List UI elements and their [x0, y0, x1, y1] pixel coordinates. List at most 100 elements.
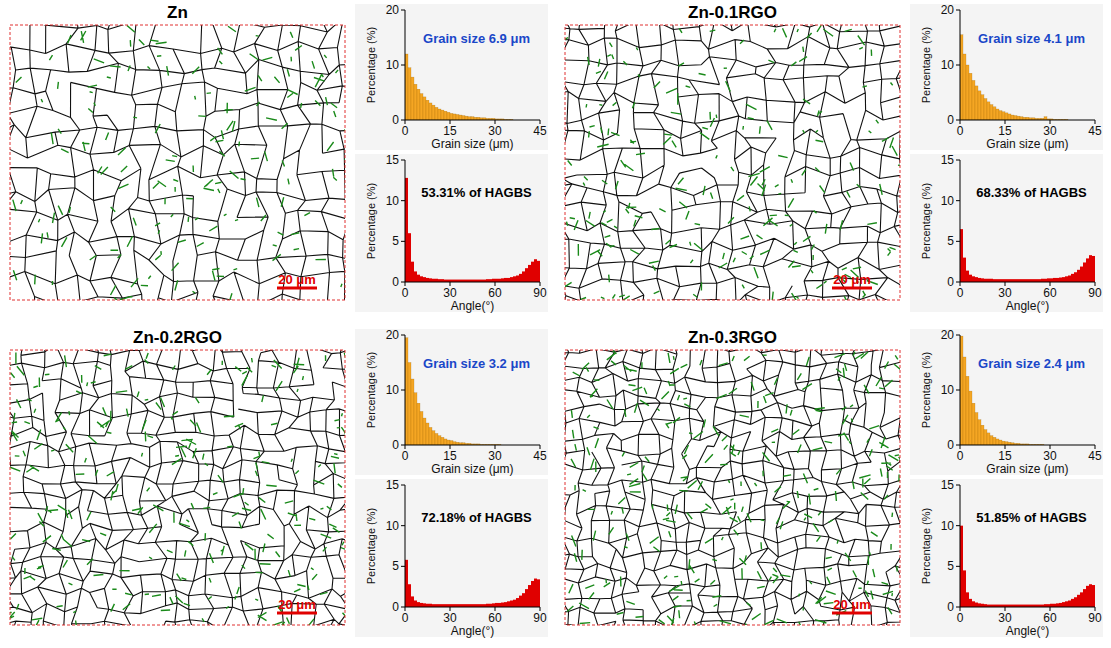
hist-bar	[981, 278, 984, 282]
x-tick-label: 45	[533, 449, 547, 463]
x-axis	[960, 445, 1095, 446]
hist-bar	[1047, 278, 1050, 282]
hist-bar	[993, 437, 996, 445]
x-tick-label: 15	[998, 124, 1012, 138]
hist-bar	[1062, 602, 1065, 607]
hist-bar	[417, 403, 420, 445]
hist-bar	[978, 278, 981, 282]
y-tick	[956, 200, 960, 201]
hist-bar	[975, 277, 978, 282]
hist-bar	[411, 77, 414, 120]
panel-title: Zn	[167, 3, 188, 22]
hist-bar	[438, 436, 441, 445]
grain-map	[10, 350, 345, 625]
x-tick-label: 0	[402, 449, 409, 463]
hist-bar	[966, 65, 969, 120]
y-tick	[956, 335, 960, 336]
y-tick-label: 10	[941, 58, 955, 72]
hist-bar	[432, 431, 435, 445]
y-axis-title: Percentage (%)	[365, 27, 377, 103]
hist-bar	[993, 107, 996, 120]
hist-bar	[513, 600, 516, 607]
y-tick	[956, 120, 960, 121]
y-tick	[956, 65, 960, 66]
y-tick-label: 10	[386, 58, 400, 72]
y-tick	[401, 241, 405, 242]
hist-bar	[969, 73, 972, 120]
hist-bar	[987, 433, 990, 445]
hist-ground	[355, 479, 548, 637]
y-axis-title: Percentage (%)	[920, 352, 932, 428]
x-tick-label: 60	[488, 286, 502, 300]
hist-bar	[1053, 278, 1056, 282]
hist-bar	[444, 111, 447, 120]
x-tick-label: 90	[1088, 286, 1102, 300]
hist-bar	[963, 357, 966, 445]
hist-bar	[984, 430, 987, 445]
annotation: Grain size 4.1 μm	[978, 31, 1085, 46]
hist-bar	[981, 95, 984, 120]
hist-bar	[429, 427, 432, 445]
hist-bars	[960, 526, 1095, 607]
hist-bar	[1008, 114, 1011, 120]
hist-bar	[408, 68, 411, 120]
hist-ground	[910, 154, 1103, 312]
x-tick-label: 60	[488, 611, 502, 625]
hist-bar	[507, 601, 510, 607]
hist-bar	[978, 91, 981, 120]
y-tick-label: 10	[941, 194, 955, 208]
annotation: 68.33% of HAGBS	[976, 185, 1087, 200]
x-axis-title: Grain size (μm)	[431, 462, 513, 476]
hist-bar	[510, 277, 513, 282]
x-tick-label: 30	[443, 286, 457, 300]
y-tick	[956, 390, 960, 391]
x-axis	[960, 282, 1095, 283]
annotation: Grain size 2.4 μm	[978, 356, 1085, 371]
hist-bar	[978, 603, 981, 607]
y-tick	[401, 160, 405, 161]
hist-bar	[534, 259, 537, 282]
hist-bar	[990, 436, 993, 445]
x-tick-label: 15	[443, 124, 457, 138]
hist-bar	[513, 276, 516, 282]
hist-bar	[498, 603, 501, 607]
map-frame	[10, 25, 345, 300]
x-tick-label: 30	[443, 611, 457, 625]
y-tick	[401, 65, 405, 66]
hist-bar	[531, 581, 534, 607]
scale-bar-label: 20 μm	[833, 597, 871, 612]
hist-bar	[447, 112, 450, 120]
y-tick-label: 5	[392, 559, 399, 573]
y-tick-label: 15	[386, 153, 400, 167]
x-axis	[960, 120, 1095, 121]
x-tick-label: 30	[1043, 449, 1057, 463]
hist-bar	[519, 596, 522, 607]
hist-bar	[972, 601, 975, 607]
y-tick-label: 5	[947, 234, 954, 248]
y-axis-title: Percentage (%)	[920, 27, 932, 103]
hist-bars	[405, 54, 513, 120]
annotation: 53.31% of HAGBS	[421, 185, 532, 200]
x-tick-label: 30	[488, 449, 502, 463]
x-tick-label: 60	[1043, 286, 1057, 300]
x-tick-label: 90	[533, 611, 547, 625]
y-tick-label: 15	[386, 478, 400, 492]
hist-bar	[1074, 597, 1077, 607]
y-tick-label: 20	[386, 328, 400, 342]
hist-bar	[966, 592, 969, 607]
hist-ground	[355, 4, 548, 150]
hist-bar	[963, 258, 966, 282]
y-tick	[956, 282, 960, 283]
y-tick	[956, 566, 960, 567]
y-tick	[956, 445, 960, 446]
hist-bar	[417, 89, 420, 120]
hist-bar	[1062, 277, 1065, 282]
hist-bars	[960, 229, 1095, 282]
x-axis-title: Angle(°)	[1006, 624, 1049, 638]
y-axis-title: Percentage (%)	[365, 508, 377, 584]
hist-bar	[516, 275, 519, 282]
hist-bar	[450, 441, 453, 445]
hist-bars	[960, 35, 1068, 120]
panel-title: Zn-0.3RGO	[688, 328, 777, 347]
x-tick-label: 45	[1088, 449, 1102, 463]
